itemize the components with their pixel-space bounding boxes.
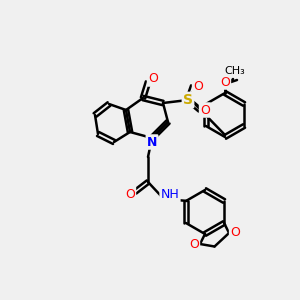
Text: N: N [147,136,157,148]
Text: O: O [200,103,210,116]
Text: O: O [189,238,199,250]
Text: O: O [220,76,230,88]
Text: S: S [183,93,193,107]
Text: O: O [125,188,135,200]
Text: O: O [148,73,158,85]
Text: NH: NH [160,188,179,202]
Text: CH₃: CH₃ [225,66,245,76]
Text: O: O [230,226,240,239]
Text: O: O [193,80,203,92]
